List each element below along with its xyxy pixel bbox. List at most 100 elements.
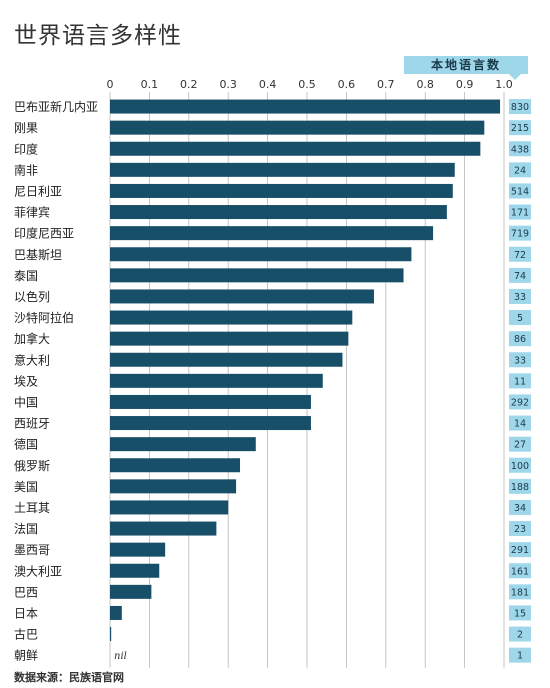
language-count-value: 34 (514, 503, 526, 514)
bar (110, 247, 412, 262)
bar (110, 605, 122, 620)
category-label: 巴西 (14, 585, 38, 599)
chart-title: 世界语言多样性 (14, 23, 182, 49)
bar (110, 627, 112, 642)
category-label: 沙特阿拉伯 (14, 310, 74, 325)
category-label: 土耳其 (14, 501, 50, 515)
bar (110, 99, 501, 114)
language-count-box (509, 162, 531, 178)
language-count-header: 本地语言数 (404, 56, 528, 74)
header-pointer-arrow (509, 74, 521, 80)
language-count-value: 719 (511, 229, 529, 240)
language-count-box (509, 246, 531, 262)
x-tick-label: 0.9 (456, 78, 474, 91)
language-count-box (509, 288, 531, 304)
category-label: 西班牙 (14, 417, 50, 431)
language-count-value: 292 (511, 397, 529, 408)
language-count-value: 86 (514, 334, 526, 345)
category-label: 俄罗斯 (14, 459, 50, 473)
x-tick-label: 0.7 (377, 78, 395, 91)
category-label: 加拿大 (14, 331, 50, 346)
language-count-box (509, 542, 531, 558)
language-count-box (509, 352, 531, 368)
category-label: 以色列 (14, 290, 50, 304)
language-count-box (509, 225, 531, 241)
category-label: 南非 (14, 162, 38, 177)
x-tick-label: 0.2 (180, 78, 198, 91)
language-count-box (509, 267, 531, 283)
x-tick-label: 0.6 (338, 78, 356, 91)
bar (110, 373, 323, 388)
category-label: 刚果 (14, 121, 38, 135)
bar (110, 183, 453, 198)
language-count-value: 1 (517, 651, 523, 662)
language-count-value: 33 (514, 292, 526, 303)
source-note: 数据来源：民族语官网 (14, 671, 124, 684)
language-count-value: 100 (511, 461, 529, 472)
language-count-value: 830 (511, 102, 529, 113)
bar (110, 416, 311, 431)
language-count-box (509, 141, 531, 157)
bar (110, 226, 434, 241)
category-label: 朝鲜 (14, 649, 38, 663)
language-count-box (509, 478, 531, 494)
bar (110, 542, 166, 557)
category-label: 意大利 (14, 352, 50, 367)
bar (110, 479, 237, 494)
category-label: 尼日利亚 (14, 184, 62, 198)
category-label: 古巴 (14, 627, 38, 642)
language-count-box (509, 310, 531, 326)
category-label: 泰国 (14, 269, 38, 283)
bar (110, 394, 311, 409)
language-count-value: 171 (511, 208, 529, 219)
category-label: 德国 (14, 437, 38, 452)
bar (110, 458, 241, 473)
language-count-box (509, 394, 531, 410)
language-count-box (509, 436, 531, 452)
language-count-box (509, 415, 531, 431)
category-label: 墨西哥 (14, 543, 50, 557)
language-count-box (509, 99, 531, 115)
language-count-box (509, 331, 531, 347)
bar (110, 268, 404, 283)
language-count-value: 215 (511, 123, 529, 134)
language-count-box (509, 499, 531, 515)
category-label: 日本 (14, 606, 38, 620)
category-label: 巴基斯坦 (14, 248, 62, 262)
bar (110, 289, 374, 304)
bar (110, 500, 229, 515)
bar (110, 310, 353, 325)
language-count-value: 14 (514, 419, 526, 430)
language-count-box (509, 647, 531, 663)
bar (110, 141, 481, 156)
language-count-value: 5 (517, 313, 523, 324)
language-count-box (509, 183, 531, 199)
language-count-box (509, 521, 531, 537)
x-tick-label: 0.8 (416, 78, 434, 91)
bar-value-label: nil (114, 651, 127, 662)
language-count-header-label: 本地语言数 (430, 58, 501, 72)
language-count-box (509, 605, 531, 621)
language-count-box (509, 626, 531, 642)
x-tick-label: 0.3 (219, 78, 237, 91)
language-count-box (509, 563, 531, 579)
language-count-value: 15 (514, 608, 526, 619)
bar (110, 352, 343, 367)
x-tick-label: 0.5 (298, 78, 316, 91)
x-tick-label: 0.4 (259, 78, 277, 91)
language-count-box (509, 120, 531, 136)
language-count-value: 514 (511, 186, 529, 197)
language-count-value: 72 (514, 250, 526, 261)
x-tick-label: 0.1 (141, 78, 159, 91)
language-count-value: 161 (511, 566, 529, 577)
language-count-value: 291 (511, 545, 529, 556)
category-label: 埃及 (14, 374, 38, 388)
language-count-value: 11 (514, 376, 526, 387)
category-label: 巴布亚新几内亚 (14, 99, 98, 114)
category-label: 澳大利亚 (14, 564, 62, 578)
bar (110, 331, 349, 346)
language-count-box (509, 204, 531, 220)
category-label: 中国 (14, 394, 38, 409)
language-count-value: 27 (514, 440, 526, 451)
